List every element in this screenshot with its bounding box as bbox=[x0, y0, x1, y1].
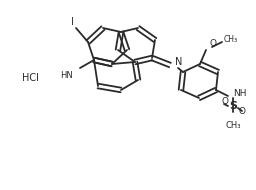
Text: O: O bbox=[209, 40, 216, 48]
Text: CH₃: CH₃ bbox=[224, 35, 238, 44]
Text: HCl: HCl bbox=[22, 73, 39, 83]
Text: I: I bbox=[71, 17, 73, 27]
Text: O: O bbox=[239, 108, 246, 116]
Text: S: S bbox=[229, 101, 237, 111]
Text: HN: HN bbox=[60, 70, 73, 79]
Text: N: N bbox=[175, 57, 182, 67]
Text: NH: NH bbox=[233, 89, 247, 98]
Text: O: O bbox=[221, 97, 229, 107]
Text: CH₃: CH₃ bbox=[225, 120, 241, 130]
